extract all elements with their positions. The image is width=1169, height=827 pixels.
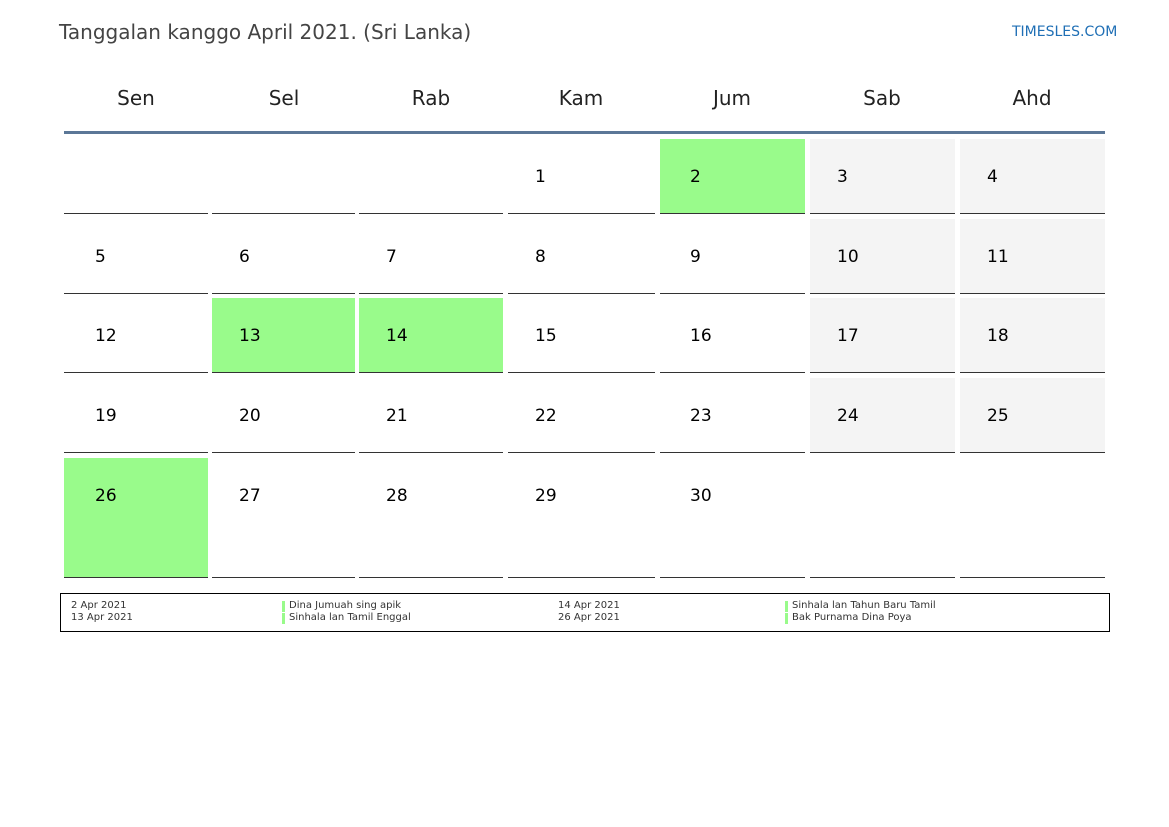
- day-cell-2[interactable]: 2: [660, 139, 805, 214]
- day-number: 21: [386, 406, 408, 426]
- day-cell-14[interactable]: 14: [359, 298, 503, 373]
- day-number: 9: [690, 247, 701, 267]
- legend-color-marker: [282, 601, 285, 612]
- day-number: 15: [535, 326, 557, 346]
- day-number: 26: [95, 486, 117, 506]
- day-cell-27[interactable]: 27: [212, 458, 355, 578]
- day-cell-29[interactable]: 29: [508, 458, 655, 578]
- day-cell-12[interactable]: 12: [64, 298, 208, 373]
- day-number: 25: [987, 406, 1009, 426]
- day-number: 10: [837, 247, 859, 267]
- empty-cell-wed: [359, 139, 503, 214]
- page-title: Tanggalan kanggo April 2021. (Sri Lanka): [59, 20, 472, 44]
- legend-color-marker: [785, 601, 788, 612]
- day-cell-23[interactable]: 23: [660, 378, 805, 453]
- day-cell-4[interactable]: 4: [960, 139, 1105, 214]
- day-number: 29: [535, 486, 557, 506]
- weekday-sat: Sab: [863, 86, 901, 110]
- legend-holiday-name: Sinhala lan Tahun Baru Tamil: [792, 600, 936, 611]
- day-number: 28: [386, 486, 408, 506]
- day-cell-3[interactable]: 3: [810, 139, 955, 214]
- day-number: 16: [690, 326, 712, 346]
- day-number: 6: [239, 247, 250, 267]
- weekday-header: Sen Sel Rab Kam Jum Sab Ahd: [65, 86, 1105, 112]
- day-cell-20[interactable]: 20: [212, 378, 355, 453]
- day-cell-22[interactable]: 22: [508, 378, 655, 453]
- header-divider: [64, 131, 1105, 134]
- day-number: 13: [239, 326, 261, 346]
- day-number: 11: [987, 247, 1009, 267]
- legend-date: 13 Apr 2021: [71, 612, 133, 623]
- day-cell-17[interactable]: 17: [810, 298, 955, 373]
- legend-date: 2 Apr 2021: [71, 600, 127, 611]
- weekday-wed: Rab: [411, 86, 451, 110]
- day-cell-24[interactable]: 24: [810, 378, 955, 453]
- day-number: 1: [535, 167, 546, 187]
- day-cell-8[interactable]: 8: [508, 219, 655, 294]
- holiday-legend: 2 Apr 2021 13 Apr 2021 Dina Jumuah sing …: [60, 593, 1110, 632]
- day-cell-15[interactable]: 15: [508, 298, 655, 373]
- day-number: 2: [690, 167, 701, 187]
- legend-color-marker: [785, 613, 788, 624]
- weekday-fri: Jum: [712, 86, 752, 110]
- day-cell-13[interactable]: 13: [212, 298, 355, 373]
- day-number: 8: [535, 247, 546, 267]
- day-cell-1[interactable]: 1: [508, 139, 655, 214]
- day-number: 3: [837, 167, 848, 187]
- site-link[interactable]: TIMESLES.COM: [1012, 24, 1118, 40]
- day-number: 14: [386, 326, 408, 346]
- day-cell-21[interactable]: 21: [359, 378, 503, 453]
- empty-cell-sat: [810, 458, 955, 578]
- day-cell-9[interactable]: 9: [660, 219, 805, 294]
- day-number: 27: [239, 486, 261, 506]
- day-number: 12: [95, 326, 117, 346]
- day-number: 18: [987, 326, 1009, 346]
- day-cell-26[interactable]: 26: [64, 458, 208, 578]
- weekday-tue: Sel: [268, 86, 300, 110]
- day-number: 24: [837, 406, 859, 426]
- weekday-sun: Ahd: [1012, 86, 1052, 110]
- legend-date: 14 Apr 2021: [558, 600, 620, 611]
- legend-holiday-name: Dina Jumuah sing apik: [289, 600, 402, 611]
- empty-cell-sun: [960, 458, 1105, 578]
- day-cell-25[interactable]: 25: [960, 378, 1105, 453]
- legend-holiday-name: Bak Purnama Dina Poya: [792, 612, 912, 623]
- day-number: 30: [690, 486, 712, 506]
- day-cell-11[interactable]: 11: [960, 219, 1105, 294]
- empty-cell-tue: [212, 139, 355, 214]
- legend-date: 26 Apr 2021: [558, 612, 620, 623]
- day-cell-30[interactable]: 30: [660, 458, 805, 578]
- day-cell-7[interactable]: 7: [359, 219, 503, 294]
- day-number: 20: [239, 406, 261, 426]
- empty-cell-mon: [64, 139, 208, 214]
- legend-holiday-name: Sinhala lan Tamil Enggal: [289, 612, 411, 623]
- day-cell-5[interactable]: 5: [64, 219, 208, 294]
- day-cell-16[interactable]: 16: [660, 298, 805, 373]
- day-cell-28[interactable]: 28: [359, 458, 503, 578]
- day-number: 5: [95, 247, 106, 267]
- day-cell-19[interactable]: 19: [64, 378, 208, 453]
- weekday-thu: Kam: [558, 86, 604, 110]
- weekday-mon: Sen: [117, 86, 155, 110]
- legend-color-marker: [282, 613, 285, 624]
- day-number: 7: [386, 247, 397, 267]
- day-number: 22: [535, 406, 557, 426]
- day-number: 4: [987, 167, 998, 187]
- day-cell-6[interactable]: 6: [212, 219, 355, 294]
- day-cell-10[interactable]: 10: [810, 219, 955, 294]
- day-number: 17: [837, 326, 859, 346]
- day-cell-18[interactable]: 18: [960, 298, 1105, 373]
- day-number: 19: [95, 406, 117, 426]
- day-number: 23: [690, 406, 712, 426]
